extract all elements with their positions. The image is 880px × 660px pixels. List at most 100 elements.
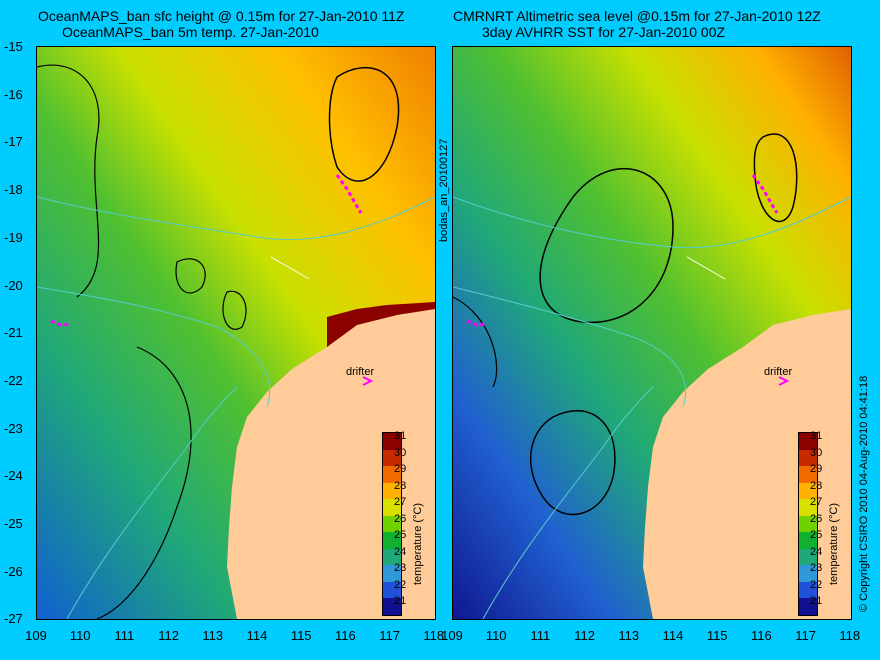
transect-line xyxy=(686,256,726,280)
y-tick-label: -15 xyxy=(4,39,23,54)
isobath xyxy=(453,286,687,408)
colorbar-left xyxy=(382,432,402,616)
y-tick-label: -24 xyxy=(4,468,23,484)
sea-level-contour xyxy=(539,168,674,324)
x-tick-label: 115 xyxy=(290,628,312,643)
x-tick-label: 115 xyxy=(706,628,728,643)
x-tick-label: 112 xyxy=(158,628,179,643)
colorbar-tick-label: 24 xyxy=(810,545,823,558)
colorbar-swatch xyxy=(799,449,817,466)
colorbar-left-title: temperature (°C) xyxy=(412,502,424,585)
coast-shelf xyxy=(327,302,435,347)
colorbar-tick-label: 25 xyxy=(810,529,823,541)
x-tick-label: 110 xyxy=(69,628,91,643)
colorbar-swatch xyxy=(799,466,817,483)
isobath xyxy=(482,386,654,619)
drifter-track xyxy=(50,319,72,327)
colorbar-swatch xyxy=(383,515,401,532)
x-tick-label: 117 xyxy=(795,628,816,643)
colorbar-tick-label: 21 xyxy=(394,595,407,607)
isobath xyxy=(37,286,271,408)
y-tick-label: -25 xyxy=(4,516,23,531)
colorbar-swatch xyxy=(383,598,401,615)
colorbar-swatch xyxy=(799,515,817,532)
left-title-line1: OceanMAPS_ban sfc height @ 0.15m for 27-… xyxy=(38,8,405,24)
sea-level-contour xyxy=(37,64,100,298)
sea-level-contour xyxy=(222,290,247,330)
colorbar-swatch xyxy=(799,548,817,565)
drifter-label-right: drifter xyxy=(764,366,793,378)
colorbar-swatch xyxy=(383,499,401,516)
drifter-marker xyxy=(362,376,374,386)
sea-level-contour xyxy=(96,346,192,619)
colorbar-tick-label: 27 xyxy=(394,496,407,508)
colorbar-tick-label: 23 xyxy=(394,562,407,574)
y-tick-label: -22 xyxy=(4,372,23,388)
colorbar-tick-label: 22 xyxy=(394,578,407,591)
colorbar-right xyxy=(798,432,818,616)
y-tick-label: -19 xyxy=(4,229,23,245)
middle-run-label: bodas_an_20100127 xyxy=(438,138,450,242)
y-tick-label: -26 xyxy=(4,563,23,579)
colorbar-tick-label: 24 xyxy=(394,545,407,558)
y-tick-label: -21 xyxy=(4,325,23,341)
drifter-track xyxy=(751,174,779,214)
left-title-line2: OceanMAPS_ban 5m temp. 27-Jan-2010 xyxy=(62,24,319,40)
colorbar-tick-label: 23 xyxy=(810,562,823,574)
x-tick-label: 111 xyxy=(530,628,551,643)
y-tick-label: -23 xyxy=(4,420,23,436)
colorbar-swatch xyxy=(383,532,401,549)
x-tick-label: 112 xyxy=(574,628,595,643)
sea-level-contour xyxy=(175,258,206,294)
colorbar-swatch xyxy=(383,482,401,499)
colorbar-tick-label: 22 xyxy=(810,578,823,591)
colorbar-swatch xyxy=(383,449,401,466)
isobath xyxy=(453,196,851,249)
y-tick-label: -27 xyxy=(4,611,23,627)
x-tick-label: 109 xyxy=(25,628,47,643)
x-tick-label: 113 xyxy=(618,628,640,643)
colorbar-tick-label: 26 xyxy=(394,512,407,525)
colorbar-swatch xyxy=(383,433,401,450)
x-tick-label: 116 xyxy=(335,628,356,643)
colorbar-swatch xyxy=(799,433,817,450)
transect-line xyxy=(270,256,310,280)
colorbar-swatch xyxy=(799,598,817,615)
colorbar-tick-label: 31 xyxy=(394,430,407,442)
right-title-line1: CMRNRT Altimetric sea level @0.15m for 2… xyxy=(453,8,821,24)
sea-level-contour xyxy=(453,296,498,388)
colorbar-swatch xyxy=(799,499,817,516)
colorbar-right-title: temperature (°C) xyxy=(828,502,840,585)
x-tick-label: 117 xyxy=(379,628,400,643)
left-map-panel xyxy=(36,46,436,620)
x-tick-label: 114 xyxy=(662,628,684,643)
right-title-line2: 3day AVHRR SST for 27-Jan-2010 00Z xyxy=(482,24,726,40)
drifter-label-left: drifter xyxy=(346,366,375,378)
colorbar-tick-label: 21 xyxy=(810,595,823,607)
right-map-panel xyxy=(452,46,852,620)
colorbar-tick-label: 30 xyxy=(394,446,407,459)
colorbar-swatch xyxy=(799,482,817,499)
sea-level-contour xyxy=(530,410,616,516)
x-tick-label: 111 xyxy=(114,628,135,643)
colorbar-tick-label: 28 xyxy=(810,479,823,492)
copyright-label: © Copyright CSIRO 2010 04-Aug-2010 04:41… xyxy=(858,375,870,612)
colorbar-tick-label: 25 xyxy=(394,529,407,541)
y-tick-label: -18 xyxy=(4,182,23,198)
colorbar-swatch xyxy=(383,466,401,483)
colorbar-tick-label: 30 xyxy=(810,446,823,459)
sea-level-contour xyxy=(328,66,400,182)
x-tick-label: 114 xyxy=(246,628,268,643)
colorbar-swatch xyxy=(383,581,401,598)
colorbar-tick-label: 27 xyxy=(810,496,823,508)
colorbar-swatch xyxy=(383,565,401,582)
isobath xyxy=(37,196,435,241)
x-tick-label: 110 xyxy=(485,628,507,643)
colorbar-swatch xyxy=(383,548,401,565)
x-tick-label: 118 xyxy=(423,628,445,643)
x-tick-label: 113 xyxy=(202,628,224,643)
sea-level-contour xyxy=(753,133,798,223)
y-tick-label: -20 xyxy=(4,277,23,293)
colorbar-tick-label: 29 xyxy=(810,463,823,475)
colorbar-swatch xyxy=(799,565,817,582)
